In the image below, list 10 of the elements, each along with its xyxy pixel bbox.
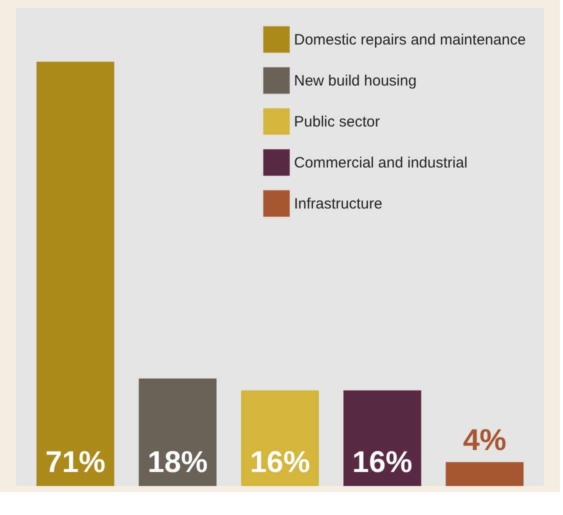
legend-label: Public sector bbox=[294, 114, 380, 130]
legend-label: Domestic repairs and maintenance bbox=[294, 32, 526, 48]
legend-label: New build housing bbox=[294, 72, 417, 90]
data-label: 16% bbox=[352, 446, 412, 479]
legend-label: Infrastructure bbox=[294, 196, 382, 212]
data-label: 16% bbox=[250, 446, 310, 479]
data-label: 18% bbox=[148, 446, 208, 479]
legend-label: Commercial and industrial bbox=[294, 154, 468, 172]
data-label: 4% bbox=[462, 424, 506, 458]
data-label: 71% bbox=[45, 446, 106, 479]
